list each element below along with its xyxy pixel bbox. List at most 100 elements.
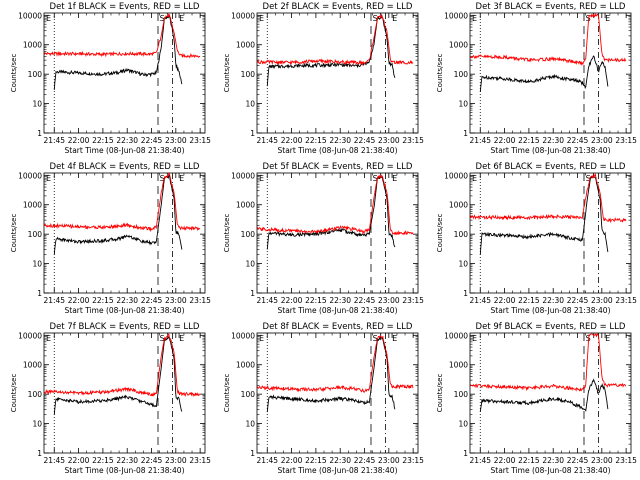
time-flag-label: S bbox=[586, 174, 591, 183]
x-tick-label: 23:00 bbox=[591, 296, 613, 305]
y-tick-label: 1000 bbox=[236, 41, 255, 50]
y-tick-label: 1 bbox=[463, 289, 468, 298]
x-tick-label: 22:15 bbox=[305, 296, 327, 305]
plot-frame bbox=[43, 172, 206, 294]
y-tick-label: 100 bbox=[241, 390, 256, 399]
plot-frame bbox=[256, 332, 419, 454]
y-tick-label: 1000 bbox=[23, 361, 42, 370]
y-tick-label: 10 bbox=[245, 420, 255, 429]
x-tick-label: 23:15 bbox=[615, 296, 637, 305]
y-tick-label: 1000 bbox=[23, 41, 42, 50]
x-tick-label: 22:15 bbox=[92, 136, 114, 145]
panel-det-6: Det 6f BLACK = Events, RED = LLD 1 10 100 10… bbox=[436, 162, 637, 315]
panel-title: Det 6f BLACK = Events, RED = LLD bbox=[476, 162, 626, 172]
time-flag-label: E bbox=[179, 14, 184, 23]
lld-series-line bbox=[257, 335, 414, 393]
x-tick-label: 22:45 bbox=[354, 296, 376, 305]
panel-det-7: Det 7f BLACK = Events, RED = LLD 1 10 100 10… bbox=[10, 322, 211, 475]
x-tick-label: 22:30 bbox=[116, 296, 138, 305]
lld-series-line bbox=[44, 12, 200, 59]
events-series-line bbox=[479, 55, 609, 92]
time-flag-label: E bbox=[46, 174, 51, 183]
y-tick-label: 10 bbox=[32, 260, 42, 269]
panel-title: Det 2f BLACK = Events, RED = LLD bbox=[263, 2, 413, 12]
lld-series-line bbox=[470, 12, 627, 66]
y-axis-label: Counts/sec bbox=[436, 214, 444, 253]
events-series-line bbox=[53, 335, 183, 415]
x-tick-label: 21:45 bbox=[256, 136, 278, 145]
x-axis-label: Start Time (08-Jun-08 21:38:40) bbox=[65, 466, 185, 475]
x-tick-label: 22:00 bbox=[494, 456, 516, 465]
y-tick-label: 10000 bbox=[18, 11, 42, 20]
y-tick-label: 10000 bbox=[18, 331, 42, 340]
x-tick-label: 22:15 bbox=[92, 456, 114, 465]
y-axis-label: Counts/sec bbox=[223, 214, 231, 253]
y-tick-label: 1000 bbox=[449, 41, 468, 50]
y-tick-label: 1000 bbox=[236, 361, 255, 370]
x-tick-label: 23:15 bbox=[402, 136, 424, 145]
y-tick-label: 100 bbox=[241, 230, 256, 239]
time-flag-label: E bbox=[46, 334, 51, 343]
y-tick-label: 10000 bbox=[444, 171, 468, 180]
y-axis-label: Counts/sec bbox=[10, 54, 18, 93]
panel-det-9: Det 9f BLACK = Events, RED = LLD 1 10 100 10… bbox=[436, 322, 637, 475]
x-tick-label: 22:15 bbox=[92, 296, 114, 305]
x-tick-label: 22:45 bbox=[567, 456, 589, 465]
plot-frame bbox=[256, 12, 419, 134]
time-flag-label: S bbox=[586, 334, 591, 343]
panel-det-4: Det 4f BLACK = Events, RED = LLD 1 10 100 10… bbox=[10, 162, 211, 315]
x-axis-label: Start Time (08-Jun-08 21:38:40) bbox=[491, 306, 611, 315]
y-tick-label: 10000 bbox=[231, 171, 255, 180]
x-tick-label: 21:45 bbox=[43, 296, 65, 305]
events-series-line bbox=[266, 14, 396, 87]
x-tick-label: 22:30 bbox=[116, 456, 138, 465]
x-axis-label: Start Time (08-Jun-08 21:38:40) bbox=[278, 306, 398, 315]
y-tick-label: 100 bbox=[28, 390, 43, 399]
x-tick-label: 22:15 bbox=[518, 296, 540, 305]
plot-frame bbox=[256, 172, 419, 294]
events-series-line bbox=[479, 174, 609, 255]
panel-title: Det 7f BLACK = Events, RED = LLD bbox=[50, 322, 200, 332]
y-tick-label: 1 bbox=[37, 129, 42, 138]
time-flag-label: S bbox=[160, 174, 165, 183]
lld-series-line bbox=[257, 174, 414, 236]
plot-frame bbox=[469, 332, 632, 454]
x-tick-label: 23:15 bbox=[189, 296, 211, 305]
y-tick-label: 1000 bbox=[23, 201, 42, 210]
x-tick-label: 23:15 bbox=[189, 456, 211, 465]
x-tick-label: 22:45 bbox=[141, 136, 163, 145]
y-tick-label: 10000 bbox=[231, 331, 255, 340]
plot-frame bbox=[469, 12, 632, 134]
y-tick-label: 1 bbox=[37, 289, 42, 298]
y-tick-label: 100 bbox=[28, 230, 43, 239]
x-tick-label: 22:45 bbox=[141, 296, 163, 305]
y-tick-label: 1 bbox=[250, 449, 255, 458]
y-tick-label: 1000 bbox=[449, 201, 468, 210]
x-tick-label: 21:45 bbox=[256, 456, 278, 465]
lld-series-line bbox=[44, 333, 201, 398]
x-tick-label: 22:30 bbox=[329, 136, 351, 145]
lld-series-line bbox=[44, 171, 201, 233]
x-axis-label: Start Time (08-Jun-08 21:38:40) bbox=[278, 146, 398, 155]
y-tick-label: 10 bbox=[32, 100, 42, 109]
x-tick-label: 22:45 bbox=[141, 456, 163, 465]
x-axis-label: Start Time (08-Jun-08 21:38:40) bbox=[491, 146, 611, 155]
x-tick-label: 22:45 bbox=[354, 136, 376, 145]
time-flag-label: E bbox=[472, 14, 477, 23]
y-tick-label: 10000 bbox=[231, 11, 255, 20]
x-tick-label: 23:00 bbox=[378, 136, 400, 145]
lld-series-line bbox=[470, 172, 627, 224]
panel-title: Det 4f BLACK = Events, RED = LLD bbox=[50, 162, 200, 172]
panel-title: Det 8f BLACK = Events, RED = LLD bbox=[263, 322, 413, 332]
time-flag-label: S bbox=[586, 14, 591, 23]
x-tick-label: 21:45 bbox=[43, 136, 65, 145]
time-flag-label: E bbox=[392, 14, 397, 23]
time-flag-label: E bbox=[605, 14, 610, 23]
x-tick-label: 23:15 bbox=[189, 136, 211, 145]
x-tick-label: 23:00 bbox=[378, 456, 400, 465]
time-flag-label: E bbox=[472, 174, 477, 183]
panel-title: Det 3f BLACK = Events, RED = LLD bbox=[476, 2, 626, 12]
x-axis-label: Start Time (08-Jun-08 21:38:40) bbox=[491, 466, 611, 475]
x-tick-label: 23:00 bbox=[378, 296, 400, 305]
